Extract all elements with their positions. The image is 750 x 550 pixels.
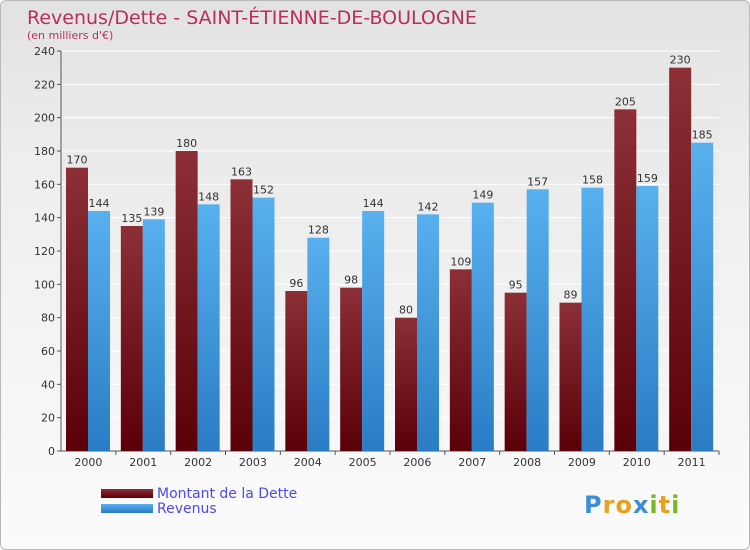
bar-dette [449,269,472,451]
bar-dette [559,302,582,451]
data-label: 135 [121,212,142,225]
y-tick-label: 80 [41,312,55,325]
y-tick-label: 220 [34,78,55,91]
y-tick-label: 60 [41,345,55,358]
data-label: 96 [289,277,303,290]
data-label: 144 [363,197,384,210]
bar-dette [395,317,417,451]
chart-title: Revenus/Dette - SAINT-ÉTIENNE-DE-BOULOGN… [27,7,477,29]
y-tick-label: 160 [34,178,55,191]
x-tick-label: 2006 [403,456,431,469]
bar-dette [504,292,527,451]
data-label: 128 [308,224,329,237]
bar-revenus [581,187,604,451]
x-tick-label: 2009 [568,456,596,469]
y-tick-label: 40 [41,378,55,391]
legend-swatch-revenus [101,504,153,513]
data-label: 157 [527,175,548,188]
data-label: 205 [615,95,636,108]
logo-letter: x [632,491,650,519]
data-label: 89 [564,289,578,302]
data-label: 163 [231,165,252,178]
legend-label-dette: Montant de la Dette [157,486,298,502]
x-tick-label: 2010 [623,456,651,469]
data-label: 80 [399,304,413,317]
bar-dette [120,226,143,451]
x-tick-label: 2004 [294,456,322,469]
data-label: 144 [89,197,110,210]
data-label: 95 [509,279,523,292]
chart-subtitle: (en milliers d'€) [27,29,114,42]
bar-dette [230,179,253,452]
data-label: 170 [67,154,88,167]
data-label: 180 [176,137,197,150]
logo-letter: o [615,491,633,519]
bar-revenus [636,186,659,451]
bar-dette [285,291,308,451]
logo-letter: r [602,491,616,519]
proxiti-logo: Proxiti [584,491,680,519]
logo-letter: P [584,491,603,519]
x-tick-label: 2000 [74,456,102,469]
data-label: 149 [472,189,493,202]
bar-revenus [142,219,165,451]
bar-dette [175,151,198,451]
y-tick-label: 140 [34,212,55,225]
bar-dette [669,67,692,452]
bar-revenus [526,189,549,452]
data-label: 139 [143,205,164,218]
bar-revenus [471,202,494,451]
bar-revenus [197,204,220,451]
logo-letter: i [649,491,659,519]
data-label: 142 [418,200,439,213]
bar-revenus [307,237,330,451]
y-tick-label: 20 [41,412,55,425]
y-tick-label: 120 [34,245,55,258]
x-tick-label: 2001 [129,456,157,469]
bar-dette [340,287,363,451]
data-label: 185 [692,129,713,142]
x-tick-label: 2007 [458,456,486,469]
y-tick-label: 100 [34,278,55,291]
legend-label-revenus: Revenus [157,501,217,517]
data-label: 109 [450,255,471,268]
y-tick-label: 0 [48,445,55,458]
logo-letter: i [671,491,681,519]
x-tick-label: 2003 [239,456,267,469]
x-tick-label: 2002 [184,456,212,469]
bar-revenus [417,214,439,451]
bar-revenus [88,211,110,451]
data-label: 158 [582,174,603,187]
x-tick-label: 2011 [678,456,706,469]
logo-letter: t [658,491,672,519]
bar-revenus [362,211,385,451]
x-tick-label: 2005 [349,456,377,469]
bar-dette [614,109,637,451]
x-tick-label: 2008 [513,456,541,469]
legend-swatch-dette [101,489,153,498]
y-tick-label: 200 [34,112,55,125]
bar-revenus [252,197,275,451]
data-label: 148 [198,190,219,203]
bar-revenus [691,142,714,451]
bar-dette [66,167,88,451]
data-label: 152 [253,184,274,197]
y-tick-label: 240 [34,45,55,58]
data-label: 98 [344,274,358,287]
data-label: 230 [670,54,691,67]
data-label: 159 [637,172,658,185]
y-tick-label: 180 [34,145,55,158]
